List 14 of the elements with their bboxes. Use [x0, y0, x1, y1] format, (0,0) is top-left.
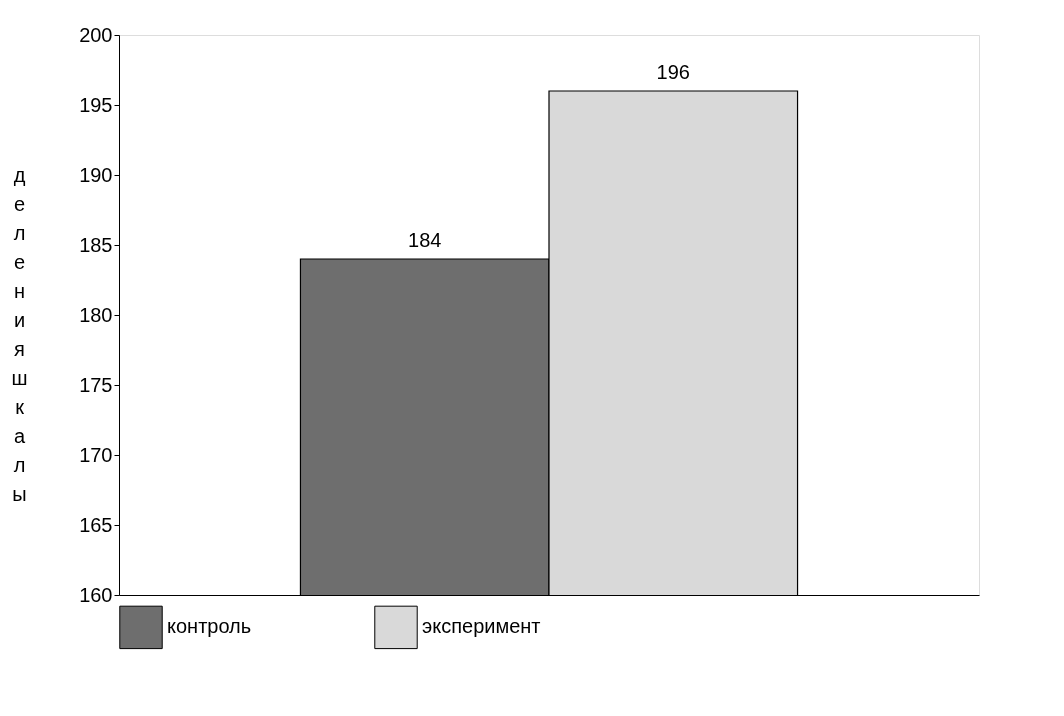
text: деления шкалы	[11, 163, 28, 505]
data-label: 184	[408, 229, 442, 251]
legend-label: контроль	[167, 615, 252, 638]
y-tick-label: 165	[79, 513, 113, 536]
legend-label: эксперимент	[422, 615, 541, 638]
y-tick-label: 200	[79, 23, 113, 46]
y-tick-label: 195	[79, 93, 113, 116]
y-tick-label: 160	[79, 583, 113, 606]
y-tick-label: 185	[79, 233, 113, 256]
data-label: 196	[656, 61, 690, 83]
y-tick-label: 190	[79, 163, 113, 186]
y-tick-label: 170	[79, 443, 113, 466]
y-tick-label: 180	[79, 303, 113, 326]
y-tick-label: 175	[79, 373, 113, 396]
